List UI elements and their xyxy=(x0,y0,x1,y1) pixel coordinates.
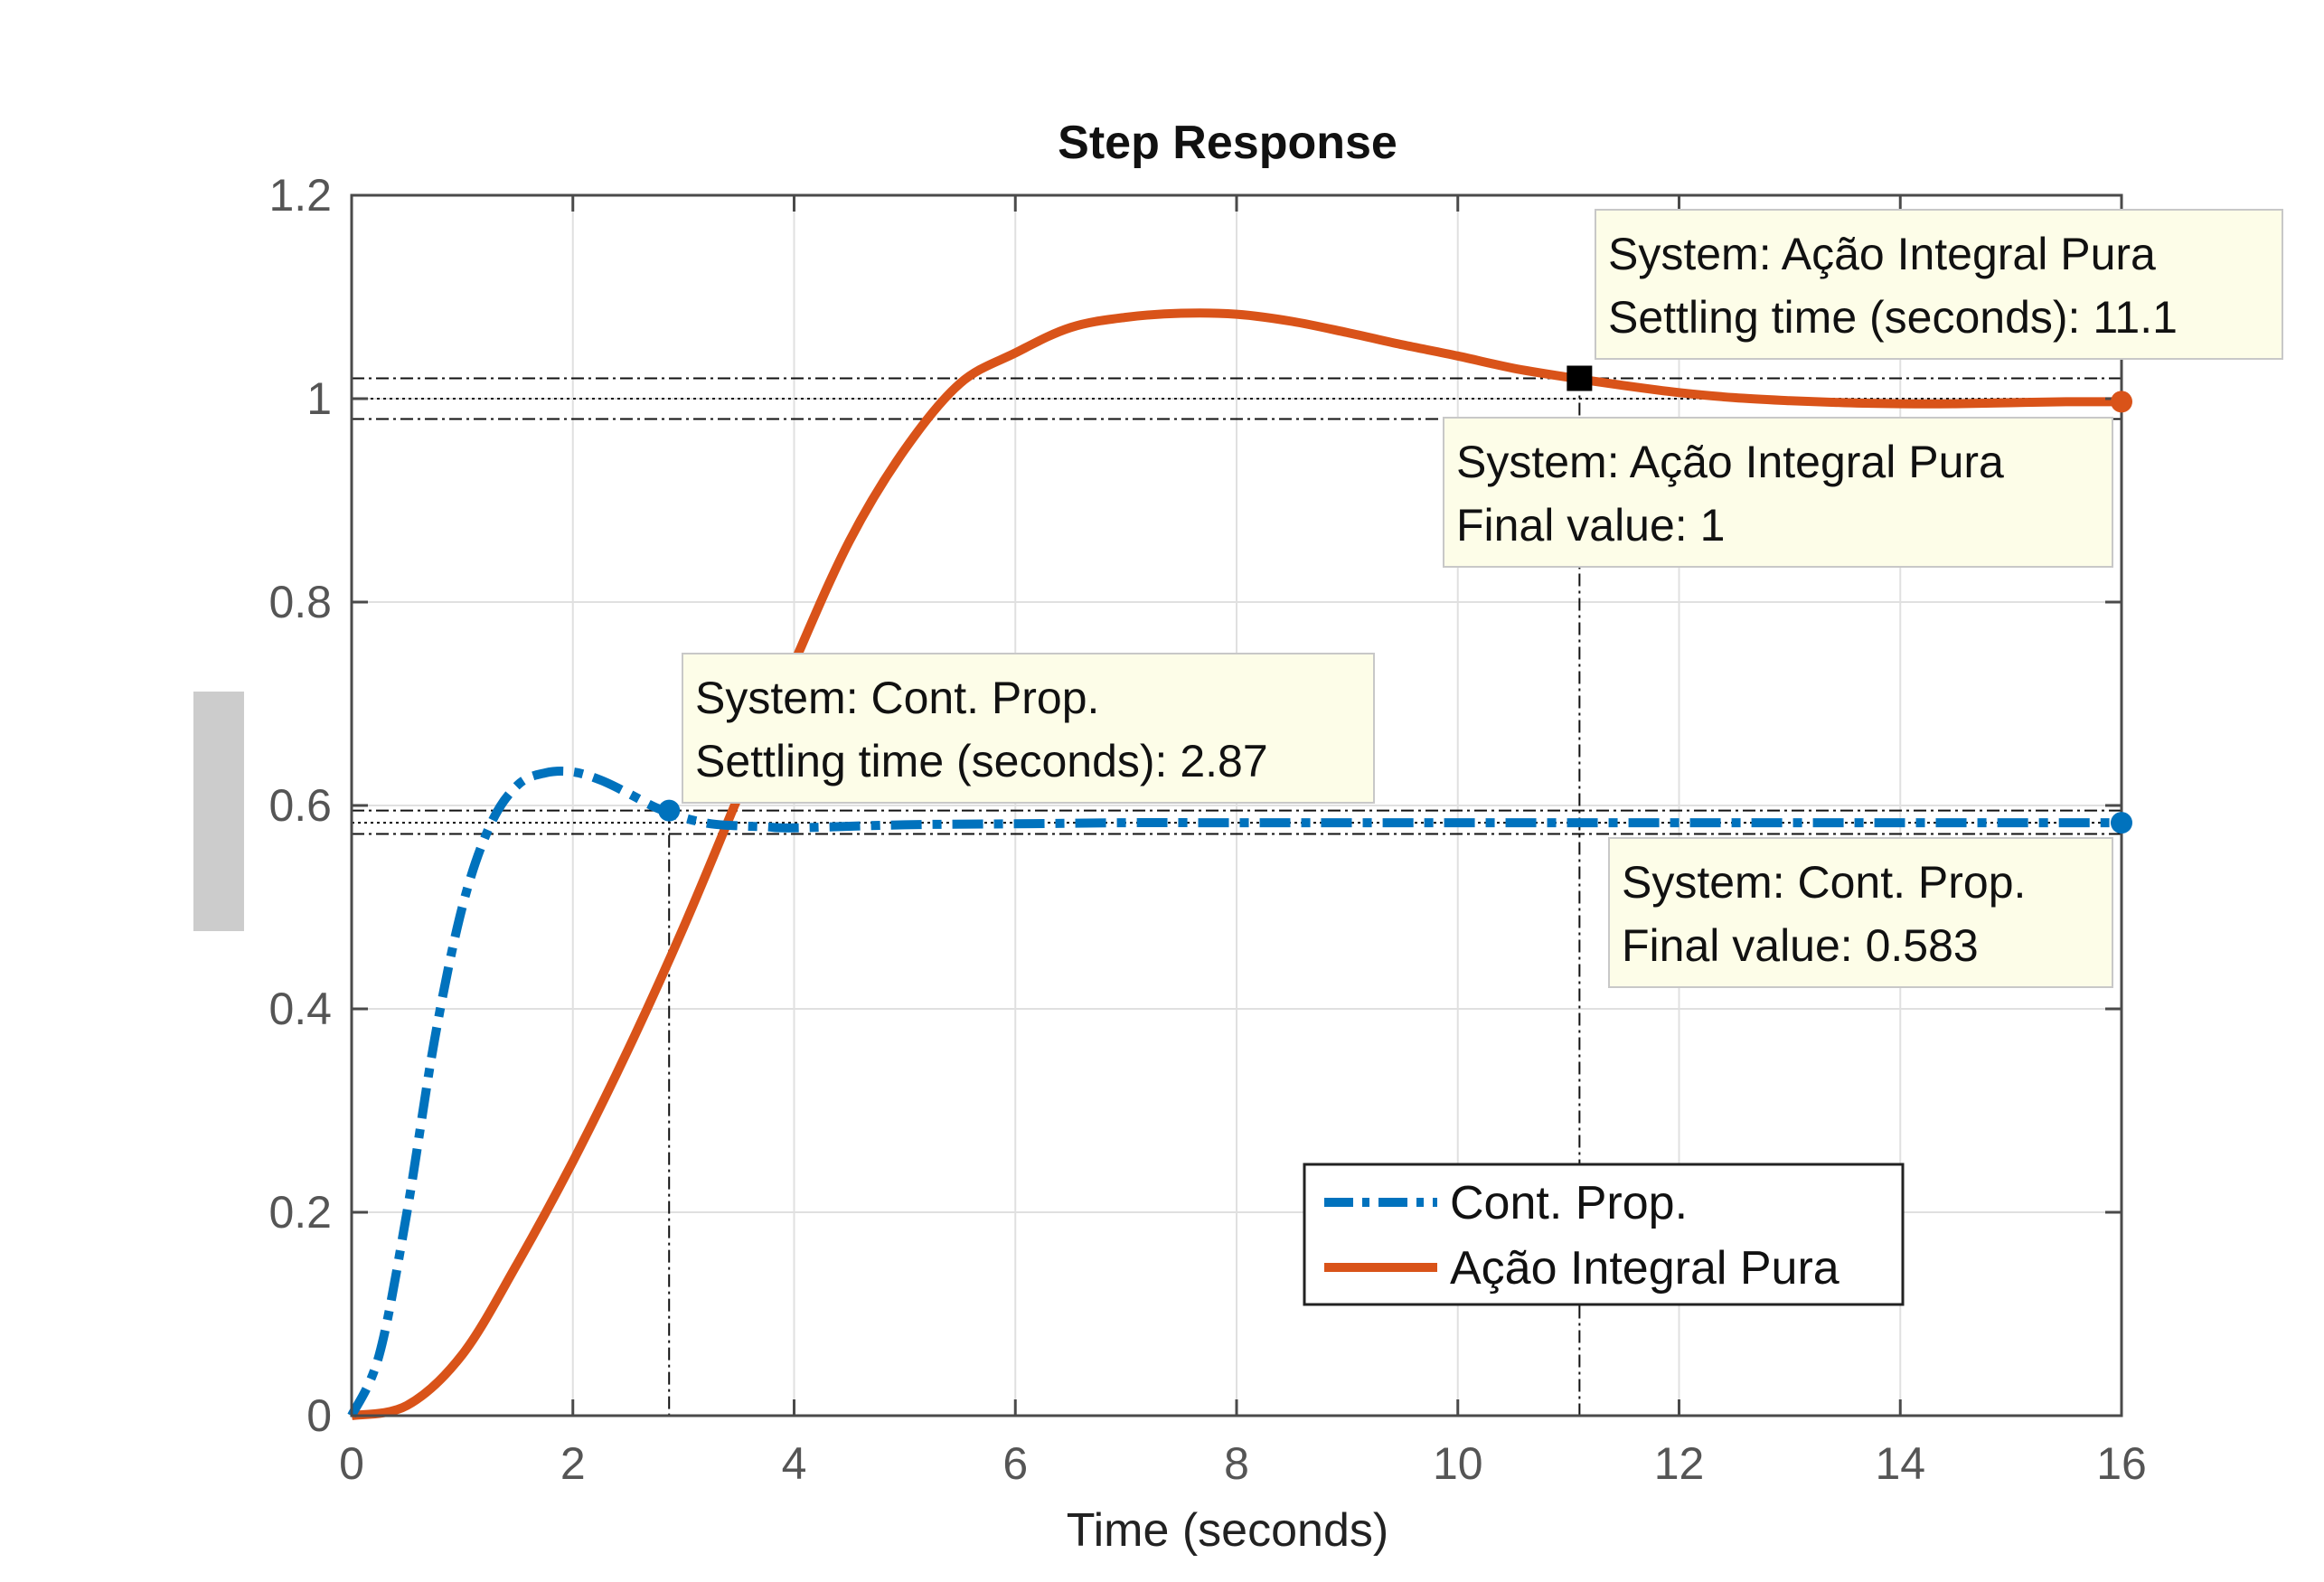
datatip-marker-dot[interactable] xyxy=(2111,812,2132,834)
x-tick-label: 2 xyxy=(560,1438,586,1489)
y-tick-labels: 0 0.2 0.4 0.6 0.8 1 1.2 xyxy=(268,170,332,1441)
datatip-box xyxy=(682,653,1375,804)
datatip-box xyxy=(1608,837,2113,988)
datatip: System: Ação Integral Pura Final value: 1 xyxy=(1443,417,2113,568)
legend-label-acao-integral: Ação Integral Pura xyxy=(1450,1242,1839,1295)
datatip-line1: System: Ação Integral Pura xyxy=(1456,437,2004,487)
datatip-line1: System: Cont. Prop. xyxy=(695,673,1099,723)
datatip-markers xyxy=(658,365,2132,834)
series-line-acao-integral xyxy=(351,308,2122,1420)
y-tick-label: 0.2 xyxy=(268,1187,332,1238)
x-tick-label: 4 xyxy=(782,1438,807,1489)
x-tick-label: 0 xyxy=(339,1438,364,1489)
x-tick-label: 16 xyxy=(2096,1438,2147,1489)
datatip-line2: Final value: 0.583 xyxy=(1622,920,1979,971)
datatip-marker-square[interactable] xyxy=(1567,365,1593,391)
x-tick-label: 6 xyxy=(1002,1438,1028,1489)
chart-title: Step Response xyxy=(1058,117,1397,169)
x-axis-label: Time (seconds) xyxy=(1067,1504,1388,1557)
datatip-line2: Settling time (seconds): 2.87 xyxy=(695,736,1268,786)
legend: Cont. Prop. Ação Integral Pura xyxy=(1303,1163,1905,1306)
datatips: System: Ação Integral Pura Settling time … xyxy=(682,209,2283,988)
datatip-box xyxy=(1443,417,2113,568)
y-tick-label: 0.6 xyxy=(268,780,332,831)
datatip-marker-dot[interactable] xyxy=(2111,391,2132,413)
legend-label-cont-prop: Cont. Prop. xyxy=(1450,1177,1688,1229)
datatip-line2: Settling time (seconds): 11.1 xyxy=(1608,292,2178,343)
series-line-cont-prop xyxy=(347,767,2122,1418)
x-tick-label: 8 xyxy=(1224,1438,1249,1489)
axes-frame xyxy=(350,193,2123,1417)
y-tick-label: 1 xyxy=(306,373,332,424)
series-lines xyxy=(347,308,2122,1420)
y-tick-label: 0 xyxy=(306,1390,332,1441)
x-tick-label: 12 xyxy=(1654,1438,1705,1489)
datatip-marker-dot[interactable] xyxy=(658,799,681,822)
datatip-box xyxy=(1595,209,2283,360)
datatip-line2: Final value: 1 xyxy=(1456,500,1725,551)
y-tick-label: 0.8 xyxy=(268,577,332,627)
legend-box xyxy=(1303,1163,1905,1306)
datatip-line1: System: Ação Integral Pura xyxy=(1608,229,2156,279)
x-tick-label: 10 xyxy=(1433,1438,1483,1489)
x-tick-labels: 0 2 4 6 8 10 12 14 16 xyxy=(339,1438,2147,1489)
datatip-line1: System: Cont. Prop. xyxy=(1622,857,2026,908)
datatip: System: Cont. Prop. Final value: 0.583 xyxy=(1608,837,2113,988)
x-tick-label: 14 xyxy=(1875,1438,1925,1489)
datatip: System: Ação Integral Pura Settling time … xyxy=(1595,209,2283,360)
ylabel-placeholder xyxy=(193,692,244,931)
y-tick-label: 1.2 xyxy=(268,170,332,221)
datatip: System: Cont. Prop. Settling time (second… xyxy=(682,653,1375,804)
y-tick-label: 0.4 xyxy=(268,984,332,1034)
